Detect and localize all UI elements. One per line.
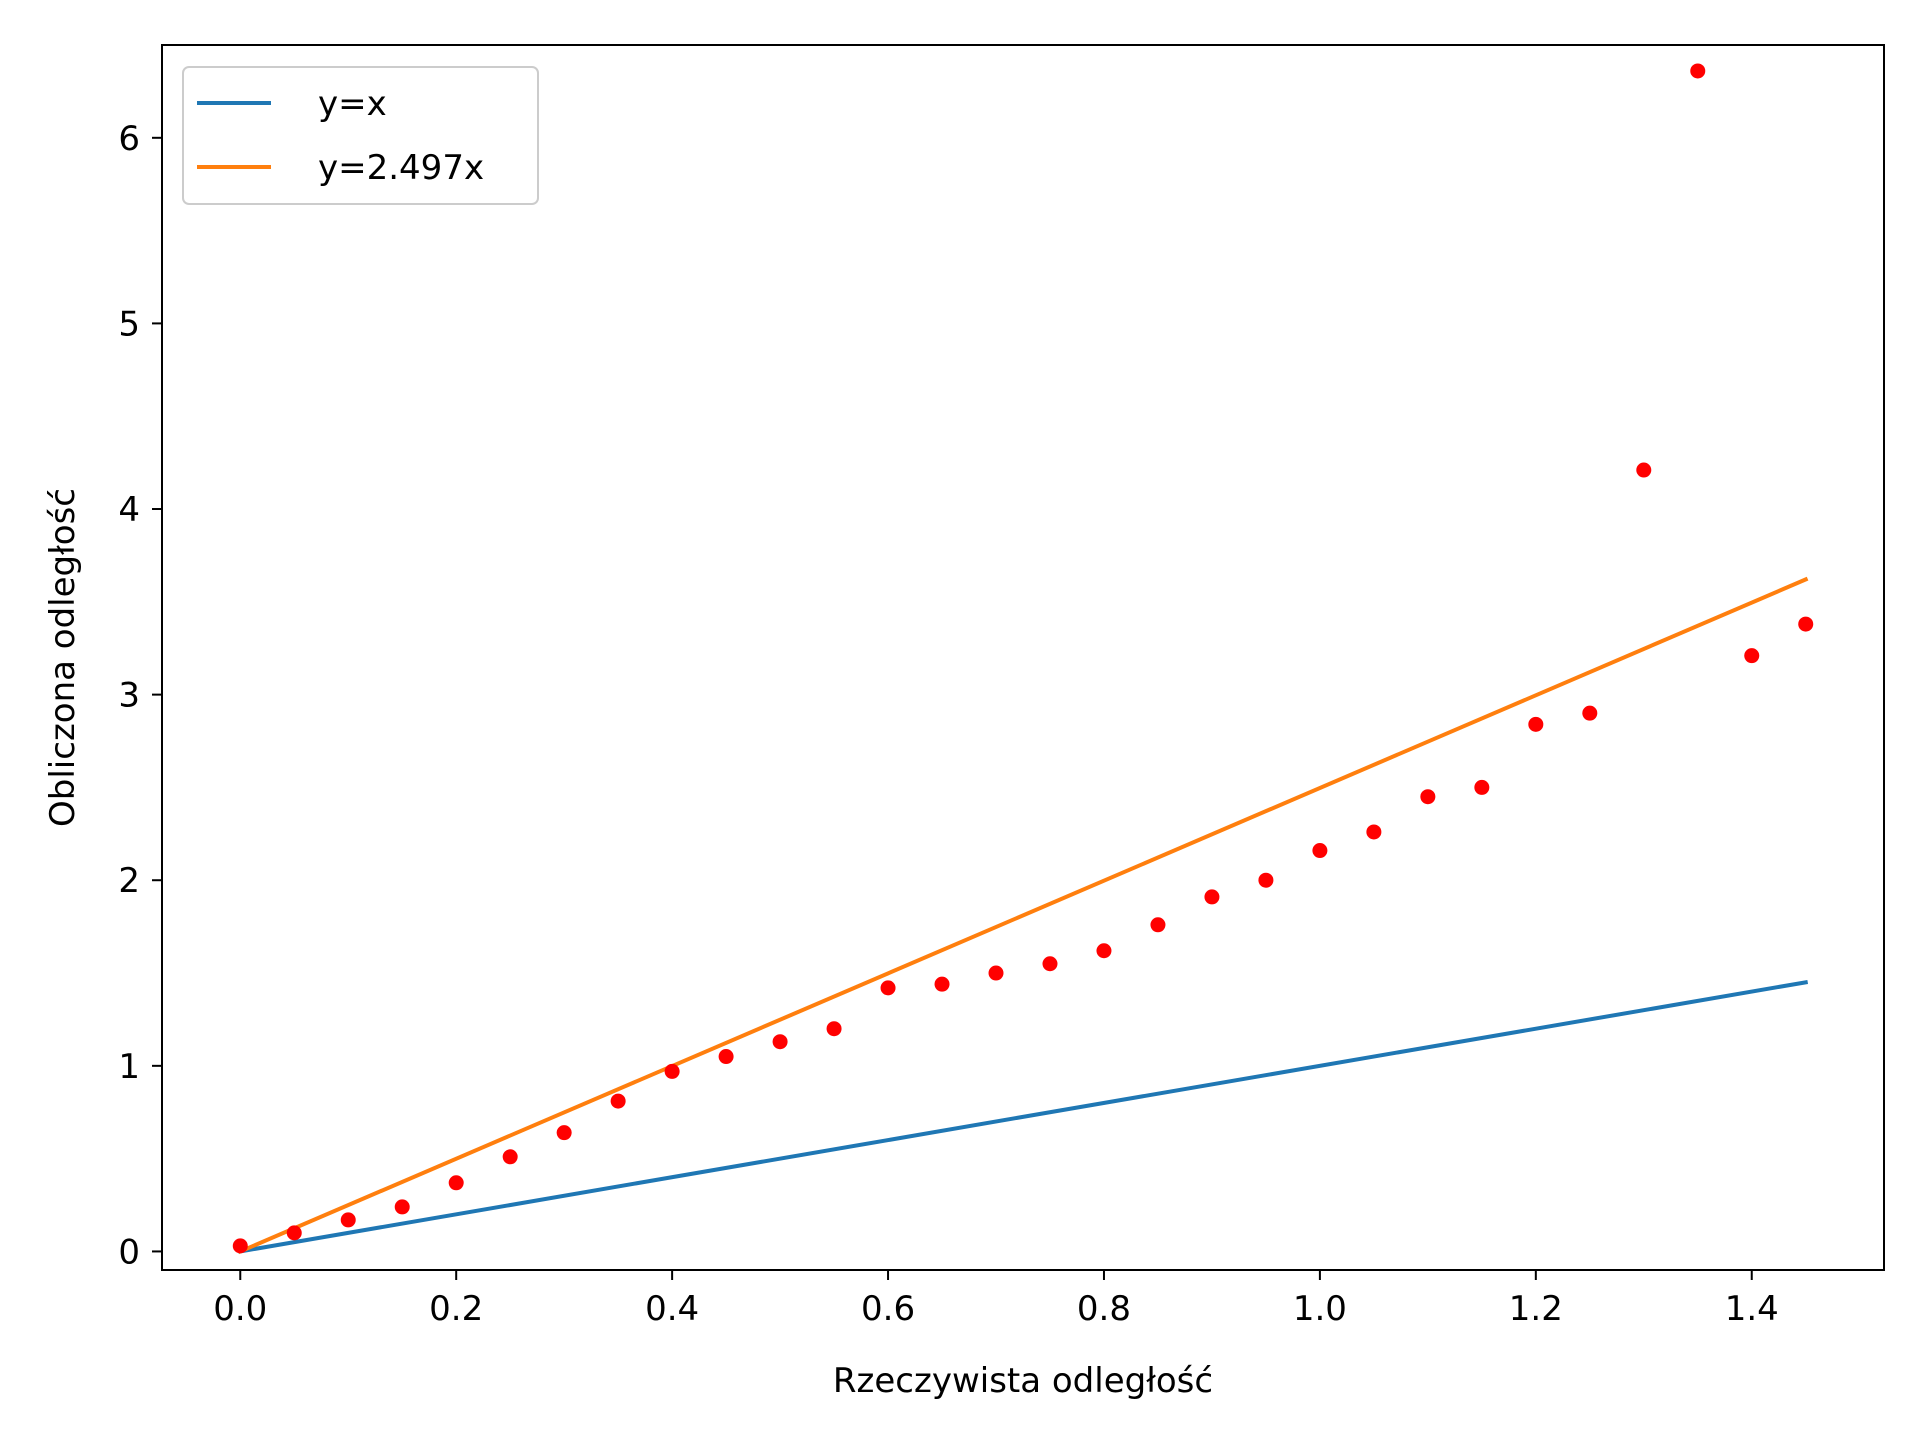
- x-tick-label: 1.2: [1509, 1289, 1563, 1329]
- data-point: [394, 1199, 410, 1215]
- x-tick-label: 0.0: [213, 1289, 267, 1329]
- data-point: [556, 1125, 572, 1141]
- data-point: [1042, 956, 1058, 972]
- data-point: [1636, 462, 1652, 478]
- data-point: [880, 980, 896, 996]
- data-point: [232, 1238, 248, 1254]
- data-point: [718, 1049, 734, 1065]
- data-point: [286, 1225, 302, 1241]
- data-point: [1258, 872, 1274, 888]
- x-tick-label: 0.8: [1077, 1289, 1131, 1329]
- data-point: [1150, 917, 1166, 933]
- y-tick-label: 1: [118, 1047, 140, 1087]
- data-point: [934, 976, 950, 992]
- data-point: [340, 1212, 356, 1228]
- series-line-fit: [237, 576, 1809, 1255]
- data-point: [1204, 889, 1220, 905]
- x-axis-label: Rzeczywista odległość: [833, 1361, 1213, 1401]
- x-tick-label: 1.0: [1293, 1289, 1347, 1329]
- y-tick-label: 6: [118, 119, 140, 159]
- y-tick-label: 3: [118, 676, 140, 716]
- legend-entry-label: y=x: [318, 84, 387, 124]
- data-point: [1582, 705, 1598, 721]
- data-point: [1096, 943, 1112, 959]
- data-point: [826, 1021, 842, 1037]
- data-point: [664, 1063, 680, 1079]
- axes: 0.0 0.2 0.4 0.6 0.8 1.0 1.2 1.4 0 1 2 3 4 5 6: [118, 44, 1885, 1329]
- data-point: [772, 1034, 788, 1050]
- x-tick-label: 1.4: [1725, 1289, 1779, 1329]
- legend-box: [182, 66, 539, 205]
- y-tick-label: 5: [118, 304, 140, 344]
- y-tick-label: 2: [118, 861, 140, 901]
- data-point: [1312, 843, 1328, 859]
- x-tick-label: 0.4: [645, 1289, 699, 1329]
- x-tick-label: 0.2: [429, 1289, 483, 1329]
- data-point: [1690, 63, 1706, 79]
- plot-area: [232, 63, 1814, 1255]
- x-tick-label: 0.6: [861, 1289, 915, 1329]
- y-tick-label: 4: [118, 490, 140, 530]
- y-tick-label: 0: [118, 1232, 140, 1272]
- data-point: [1420, 789, 1436, 805]
- legend: y=x y=2.497x: [182, 66, 539, 205]
- legend-entry-label: y=2.497x: [318, 148, 484, 188]
- data-point: [1366, 824, 1382, 840]
- data-point: [1474, 779, 1490, 795]
- data-point: [1798, 616, 1814, 632]
- data-point: [502, 1149, 518, 1165]
- y-axis-label: Obliczona odległość: [43, 488, 83, 827]
- data-point: [448, 1175, 464, 1191]
- data-point: [1744, 648, 1760, 664]
- series-line-y-equals-x: [237, 980, 1809, 1254]
- data-point: [610, 1093, 626, 1109]
- data-point: [1528, 716, 1544, 732]
- data-point: [988, 965, 1004, 981]
- axes-frame: [161, 44, 1885, 1271]
